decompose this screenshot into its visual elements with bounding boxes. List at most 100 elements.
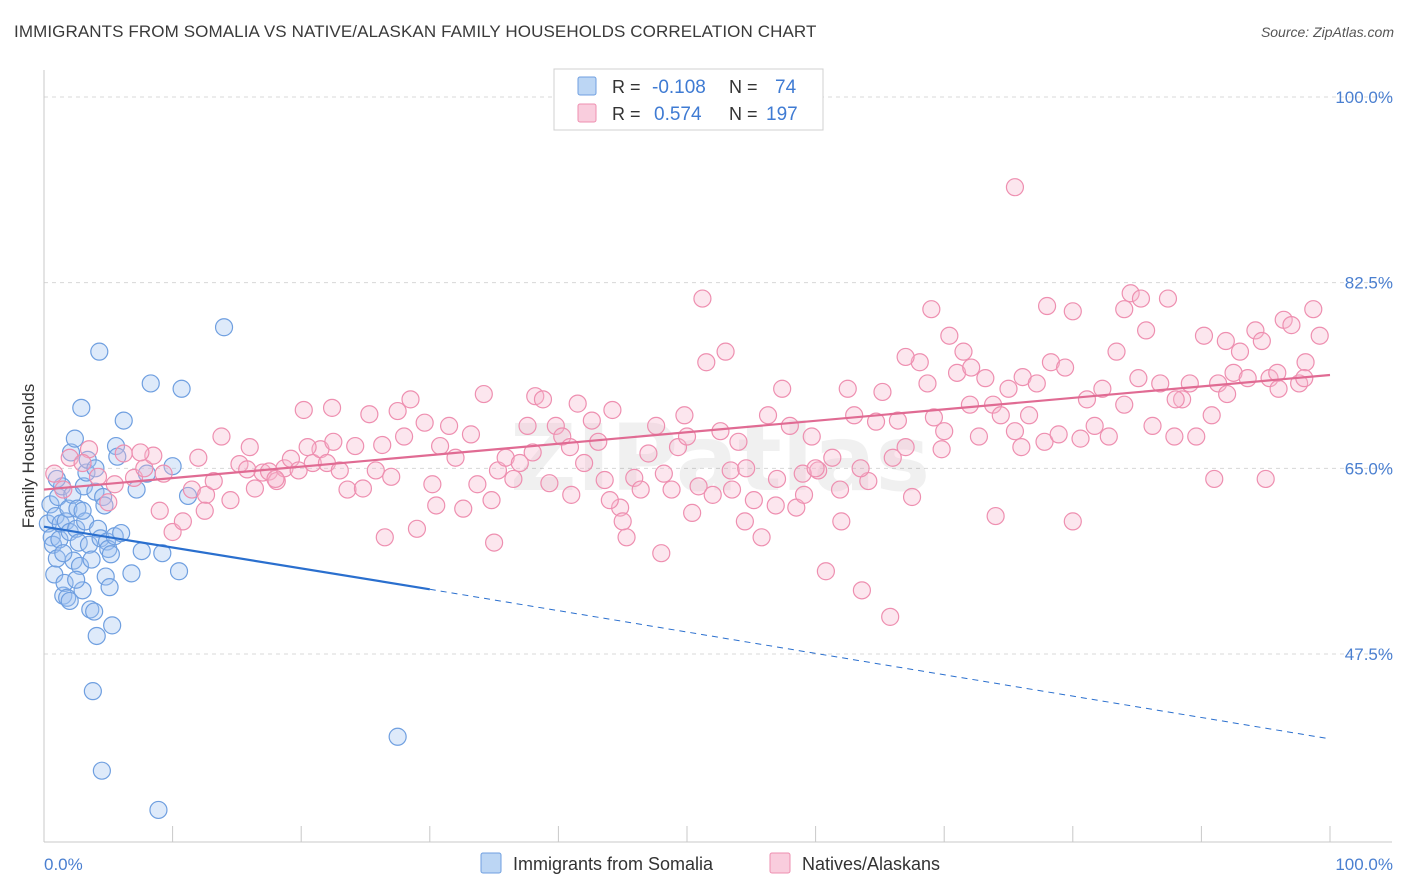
point-1-143 xyxy=(1115,395,1134,414)
point-1-69 xyxy=(582,411,601,430)
point-1-148 xyxy=(1151,374,1170,393)
point-1-22 xyxy=(245,479,265,498)
point-0-57 xyxy=(132,541,151,561)
point-1-16 xyxy=(196,485,216,504)
point-1-64 xyxy=(546,416,565,435)
point-1-180 xyxy=(1166,390,1185,409)
point-1-174 xyxy=(1115,300,1134,319)
point-1-188 xyxy=(922,300,941,319)
point-0-41 xyxy=(92,761,111,780)
legend-swatch-natives xyxy=(577,103,597,123)
point-0-48 xyxy=(101,545,120,564)
point-1-209 xyxy=(266,469,285,489)
point-1-204 xyxy=(1256,469,1275,489)
point-1-73 xyxy=(611,498,630,517)
point-1-184 xyxy=(652,544,671,563)
legend-top-box xyxy=(553,68,824,131)
point-1-104 xyxy=(830,480,850,499)
point-1-119 xyxy=(940,326,959,345)
point-0-67 xyxy=(388,727,407,746)
point-1-76 xyxy=(631,480,650,499)
point-1-45 xyxy=(407,519,427,538)
point-1-5 xyxy=(99,493,118,512)
point-0-72 xyxy=(67,570,86,589)
legend-r-label-natives: R = xyxy=(612,104,641,124)
y-axis-label: Family Households xyxy=(19,384,38,529)
point-1-175 xyxy=(1131,289,1151,308)
point-1-152 xyxy=(1180,374,1199,393)
x-tick-label-right: 100.0% xyxy=(1335,855,1393,874)
point-1-52 xyxy=(461,425,481,444)
point-1-160 xyxy=(1238,369,1257,388)
point-1-58 xyxy=(504,469,523,489)
point-0-69 xyxy=(60,591,79,611)
point-0-25 xyxy=(72,398,91,417)
point-0-49 xyxy=(103,616,122,635)
point-1-40 xyxy=(373,435,392,455)
point-1-169 xyxy=(1304,300,1323,319)
axes xyxy=(43,70,1392,843)
point-1-115 xyxy=(910,353,929,372)
point-0-59 xyxy=(141,374,160,393)
point-1-118 xyxy=(932,440,951,459)
point-1-207 xyxy=(131,443,150,462)
point-1-190 xyxy=(1269,379,1288,398)
series-0-points xyxy=(38,318,407,820)
point-1-35 xyxy=(338,480,357,499)
point-1-126 xyxy=(991,406,1010,425)
point-1-62 xyxy=(533,390,553,409)
point-1-192 xyxy=(240,438,259,457)
trend-line-somalia-extrapolated xyxy=(429,588,1331,740)
point-1-79 xyxy=(654,464,673,483)
point-1-171 xyxy=(1005,178,1025,197)
point-1-121 xyxy=(954,342,973,361)
point-1-71 xyxy=(595,470,614,490)
legend-bottom-swatch-natives xyxy=(769,852,791,874)
point-1-130 xyxy=(1019,406,1039,425)
point-1-4 xyxy=(88,467,108,486)
point-0-14 xyxy=(58,588,77,607)
point-0-66 xyxy=(214,318,234,337)
y-tick-labels: 100.0% 82.5% 65.0% 47.5% xyxy=(1335,88,1393,664)
point-1-106 xyxy=(845,406,864,425)
point-0-39 xyxy=(90,342,109,361)
point-1-122 xyxy=(962,358,981,377)
point-0-37 xyxy=(87,626,106,646)
point-1-191 xyxy=(195,501,214,520)
trend-line-natives xyxy=(43,373,1331,491)
point-1-166 xyxy=(1282,316,1301,335)
point-0-31 xyxy=(79,535,99,554)
legend-top: R = -0.108 N = 74 R = 0.574 N = 197 xyxy=(553,68,824,131)
point-1-170 xyxy=(1310,326,1329,345)
point-1-203 xyxy=(1205,469,1224,489)
point-1-41 xyxy=(382,467,401,486)
point-1-195 xyxy=(485,533,504,552)
point-0-70 xyxy=(73,501,92,520)
legend-bottom-label-natives: Natives/Alaskans xyxy=(802,854,940,874)
point-0-60 xyxy=(149,800,168,820)
point-1-47 xyxy=(423,475,442,494)
point-1-208 xyxy=(150,501,169,520)
point-1-157 xyxy=(1216,331,1235,351)
point-1-117 xyxy=(924,408,944,427)
point-1-60 xyxy=(518,416,537,435)
point-1-13 xyxy=(173,512,192,531)
point-1-158 xyxy=(1224,363,1243,382)
point-1-102 xyxy=(816,562,835,581)
point-1-135 xyxy=(1055,358,1075,377)
point-1-150 xyxy=(1165,427,1184,446)
point-1-53 xyxy=(468,475,487,494)
point-1-42 xyxy=(388,401,407,421)
point-1-55 xyxy=(482,491,501,510)
point-1-36 xyxy=(346,436,365,456)
point-1-113 xyxy=(896,438,915,457)
point-1-114 xyxy=(902,487,922,507)
point-1-161 xyxy=(1246,321,1265,340)
point-1-131 xyxy=(1027,374,1046,393)
point-0-8 xyxy=(50,530,69,549)
point-1-33 xyxy=(322,398,342,417)
point-1-109 xyxy=(866,412,886,431)
point-1-48 xyxy=(430,436,450,456)
point-1-14 xyxy=(182,480,201,499)
